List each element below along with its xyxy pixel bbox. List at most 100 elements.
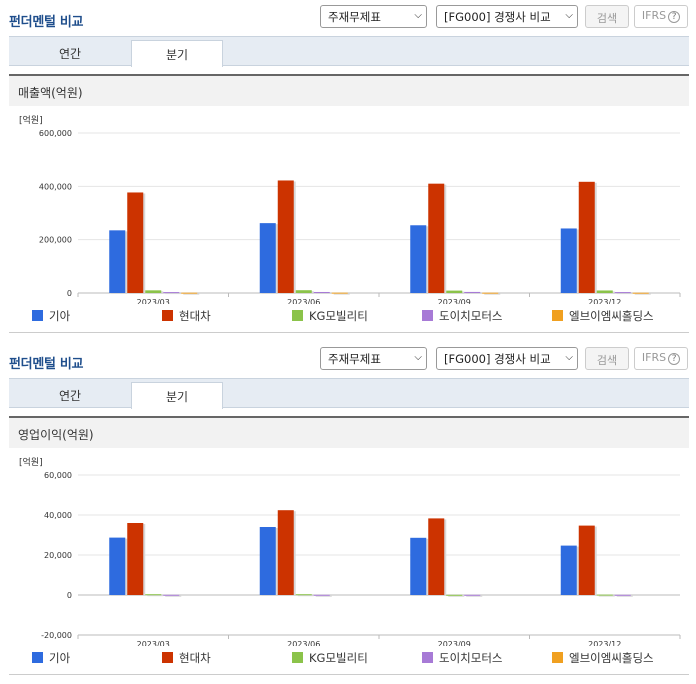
legend-item-hyundai[interactable]: 현대차 — [162, 308, 211, 324]
y-tick-label: 20,000 — [44, 551, 72, 560]
legend-swatch — [32, 652, 43, 663]
x-tick-label: 2023/09 — [438, 640, 471, 646]
bar-기아[interactable] — [410, 537, 427, 595]
legend-label: 현대차 — [179, 651, 211, 665]
bar-현대차[interactable] — [428, 183, 445, 293]
y-tick-label: 60,000 — [44, 471, 72, 480]
ifrs-label: IFRS — [641, 9, 667, 22]
bar-KG모빌리티[interactable] — [295, 594, 312, 596]
bar-shadow — [165, 595, 182, 597]
bar-현대차[interactable] — [127, 523, 144, 595]
bar-KG모빌리티[interactable] — [446, 594, 463, 596]
search-button[interactable]: 검색 — [585, 347, 629, 370]
panel-header: 펀더멘털 비교 주재무제표 ⌵ [FG000] 경쟁사 비교 ⌵ 검색 IFRS… — [0, 342, 696, 378]
bar-엘브이엠씨홀딩스[interactable] — [331, 292, 348, 294]
ifrs-help-button[interactable]: IFRS? — [634, 5, 688, 28]
tab-annual[interactable]: 연간 — [58, 389, 82, 403]
legend-label: 현대차 — [179, 309, 211, 323]
statement-select-value: 주재무제표 — [328, 352, 381, 366]
y-tick-label: -20,000 — [41, 631, 72, 640]
group-select[interactable]: [FG000] 경쟁사 비교 ⌵ — [436, 347, 578, 370]
bar-도이치모터스[interactable] — [313, 594, 330, 596]
legend-swatch — [422, 310, 433, 321]
y-tick-label: 0 — [67, 289, 72, 298]
bar-도이치모터스[interactable] — [614, 292, 631, 294]
bar-KG모빌리티[interactable] — [295, 290, 312, 293]
bar-기아[interactable] — [560, 228, 577, 293]
period-tabs: 연간 분기 — [9, 378, 689, 409]
legend-item-deutsch-motors[interactable]: 도이치모터스 — [422, 308, 502, 324]
chevron-down-icon: ⌵ — [414, 352, 422, 363]
bar-엘브이엠씨홀딩스[interactable] — [632, 292, 649, 294]
bar-현대차[interactable] — [277, 180, 294, 293]
chart-legend: 기아 현대차 KG모빌리티 도이치모터스 엘브이엠씨홀딩스 — [0, 308, 696, 326]
divider — [9, 332, 689, 333]
bar-KG모빌리티[interactable] — [145, 290, 162, 293]
bar-엘브이엠씨홀딩스[interactable] — [482, 292, 499, 294]
bar-shadow — [598, 595, 615, 597]
bar-기아[interactable] — [410, 225, 427, 293]
bar-기아[interactable] — [109, 230, 126, 293]
statement-select[interactable]: 주재무제표 ⌵ — [320, 347, 427, 370]
chevron-down-icon: ⌵ — [565, 352, 573, 363]
bar-KG모빌리티[interactable] — [596, 290, 613, 293]
search-button[interactable]: 검색 — [585, 5, 629, 28]
bar-KG모빌리티[interactable] — [446, 290, 463, 293]
bar-기아[interactable] — [259, 527, 276, 595]
group-select-value: [FG000] 경쟁사 비교 — [444, 352, 551, 366]
statement-select[interactable]: 주재무제표 ⌵ — [320, 5, 427, 28]
bar-현대차[interactable] — [428, 518, 445, 595]
legend-item-kg-mobility[interactable]: KG모빌리티 — [292, 308, 368, 324]
legend-label: 도이치모터스 — [439, 651, 503, 665]
bar-도이치모터스[interactable] — [464, 594, 481, 596]
bar-도이치모터스[interactable] — [313, 291, 330, 293]
legend-item-kia[interactable]: 기아 — [32, 308, 70, 324]
group-select[interactable]: [FG000] 경쟁사 비교 ⌵ — [436, 5, 578, 28]
bar-shadow — [183, 293, 200, 295]
group-select-value: [FG000] 경쟁사 비교 — [444, 10, 551, 24]
ifrs-help-button[interactable]: IFRS? — [634, 347, 688, 370]
metric-title: 매출액(억원) — [9, 74, 689, 106]
bar-shadow — [616, 293, 633, 295]
bar-KG모빌리티[interactable] — [596, 594, 613, 596]
tab-quarterly[interactable]: 분기 — [131, 40, 223, 67]
bar-기아[interactable] — [560, 545, 577, 595]
bar-도이치모터스[interactable] — [614, 594, 631, 596]
bar-도이치모터스[interactable] — [163, 594, 180, 596]
tab-quarterly[interactable]: 분기 — [131, 382, 223, 409]
x-tick-label: 2023/12 — [588, 298, 621, 304]
legend-item-lvmc-holdings[interactable]: 엘브이엠씨홀딩스 — [552, 650, 654, 666]
bar-KG모빌리티[interactable] — [145, 594, 162, 596]
bar-도이치모터스[interactable] — [464, 291, 481, 293]
bar-도이치모터스[interactable] — [163, 292, 180, 294]
legend-label: 도이치모터스 — [439, 309, 503, 323]
operating-profit-bar-chart: [억원] -20,000 0 20,000 40,000 60,000 2023/03 202… — [19, 456, 681, 646]
legend-label: 엘브이엠씨홀딩스 — [569, 651, 654, 665]
legend-label: 기아 — [49, 651, 71, 665]
tab-annual[interactable]: 연간 — [58, 47, 82, 61]
bar-엘브이엠씨홀딩스[interactable] — [181, 292, 198, 294]
legend-label: KG모빌리티 — [309, 309, 368, 323]
bar-기아[interactable] — [259, 223, 276, 293]
x-tick-label: 2023/09 — [438, 298, 471, 304]
chart-legend: 기아 현대차 KG모빌리티 도이치모터스 엘브이엠씨홀딩스 — [0, 650, 696, 668]
legend-item-kg-mobility[interactable]: KG모빌리티 — [292, 650, 368, 666]
legend-item-kia[interactable]: 기아 — [32, 650, 70, 666]
bar-현대차[interactable] — [578, 525, 595, 595]
legend-swatch — [422, 652, 433, 663]
legend-item-lvmc-holdings[interactable]: 엘브이엠씨홀딩스 — [552, 308, 654, 324]
bar-shadow — [484, 293, 501, 295]
x-tick-label: 2023/03 — [137, 640, 170, 646]
legend-item-hyundai[interactable]: 현대차 — [162, 650, 211, 666]
bar-현대차[interactable] — [277, 510, 294, 595]
statement-select-value: 주재무제표 — [328, 10, 381, 24]
bar-기아[interactable] — [109, 537, 126, 595]
legend-item-deutsch-motors[interactable]: 도이치모터스 — [422, 650, 502, 666]
legend-swatch — [552, 310, 563, 321]
bar-현대차[interactable] — [127, 192, 144, 293]
bar-현대차[interactable] — [578, 181, 595, 293]
y-tick-label: 200,000 — [39, 236, 72, 245]
bar-shadow — [466, 292, 483, 294]
bar-shadow — [466, 595, 483, 597]
x-tick-label: 2023/12 — [588, 640, 621, 646]
